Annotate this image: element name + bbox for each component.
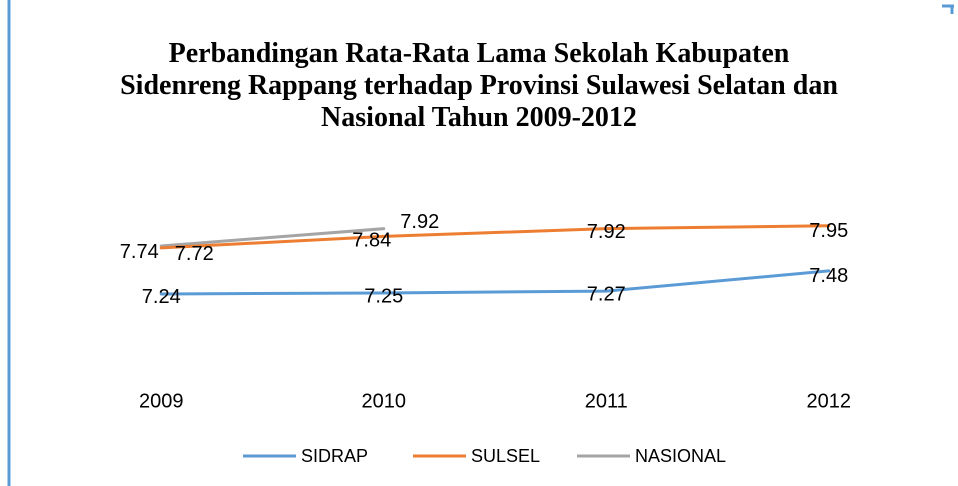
legend-label: SULSEL xyxy=(471,446,540,466)
data-label: 7.95 xyxy=(809,220,848,242)
series-line xyxy=(159,269,831,296)
chart-title: Perbandingan Rata-Rata Lama Sekolah Kabu… xyxy=(120,38,838,133)
x-tick-label: 2012 xyxy=(807,390,852,412)
data-label: 7.74 xyxy=(120,241,159,263)
data-label: 7.92 xyxy=(587,221,626,243)
x-tick-label: 2009 xyxy=(139,390,184,412)
series-line xyxy=(159,227,386,248)
legend-label: NASIONAL xyxy=(635,446,726,466)
x-tick-label: 2011 xyxy=(585,390,628,412)
data-label: 7.24 xyxy=(142,286,181,308)
data-label: 7.84 xyxy=(352,230,391,252)
legend-label: SIDRAP xyxy=(301,446,368,466)
series-line xyxy=(159,224,831,250)
x-tick-label: 2010 xyxy=(362,390,407,412)
data-label: 7.72 xyxy=(175,243,214,265)
data-label: 7.48 xyxy=(809,265,848,287)
data-label: 7.25 xyxy=(364,285,403,307)
data-label: 7.92 xyxy=(400,211,439,233)
data-label: 7.27 xyxy=(587,283,626,305)
